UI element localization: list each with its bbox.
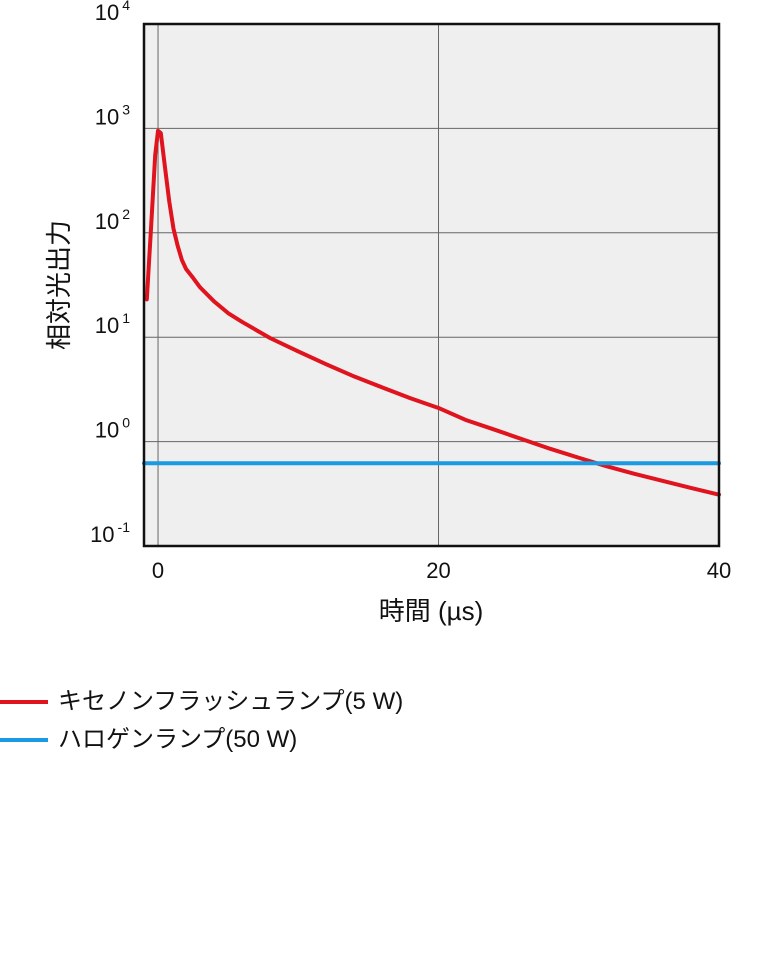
plot-frame xyxy=(142,22,721,548)
y-axis-title: 相対光出力 xyxy=(44,220,74,350)
y-tick-label: 10 -1 xyxy=(90,519,130,547)
legend-label-xenon: キセノンフラッシュランプ(5 W) xyxy=(58,688,404,715)
series-layer xyxy=(142,128,721,497)
x-tick-labels: 0 20 40 xyxy=(152,558,731,583)
x-axis-title: 時間 (µs) xyxy=(379,596,484,626)
x-tick-label: 20 xyxy=(426,558,450,583)
legend-item-halogen: ハロゲンランプ(50 W) xyxy=(0,721,403,759)
y-tick-label: 10 3 xyxy=(95,101,130,129)
legend-swatch-halogen xyxy=(0,738,48,742)
plot-area xyxy=(144,24,719,546)
series-line-xenon xyxy=(144,128,721,497)
y-tick-label: 10 4 xyxy=(95,0,130,25)
x-tick-label: 0 xyxy=(152,558,164,583)
legend-label-halogen: ハロゲンランプ(50 W) xyxy=(58,726,298,753)
legend-item-xenon: キセノンフラッシュランプ(5 W) xyxy=(0,683,403,721)
y-tick-label: 10 2 xyxy=(95,206,130,234)
y-tick-label: 10 1 xyxy=(95,310,130,338)
y-tick-label: 10 0 xyxy=(95,415,130,443)
x-tick-label: 40 xyxy=(707,558,731,583)
legend-swatch-xenon xyxy=(0,700,48,704)
legend: キセノンフラッシュランプ(5 W) ハロゲンランプ(50 W) xyxy=(0,683,403,759)
